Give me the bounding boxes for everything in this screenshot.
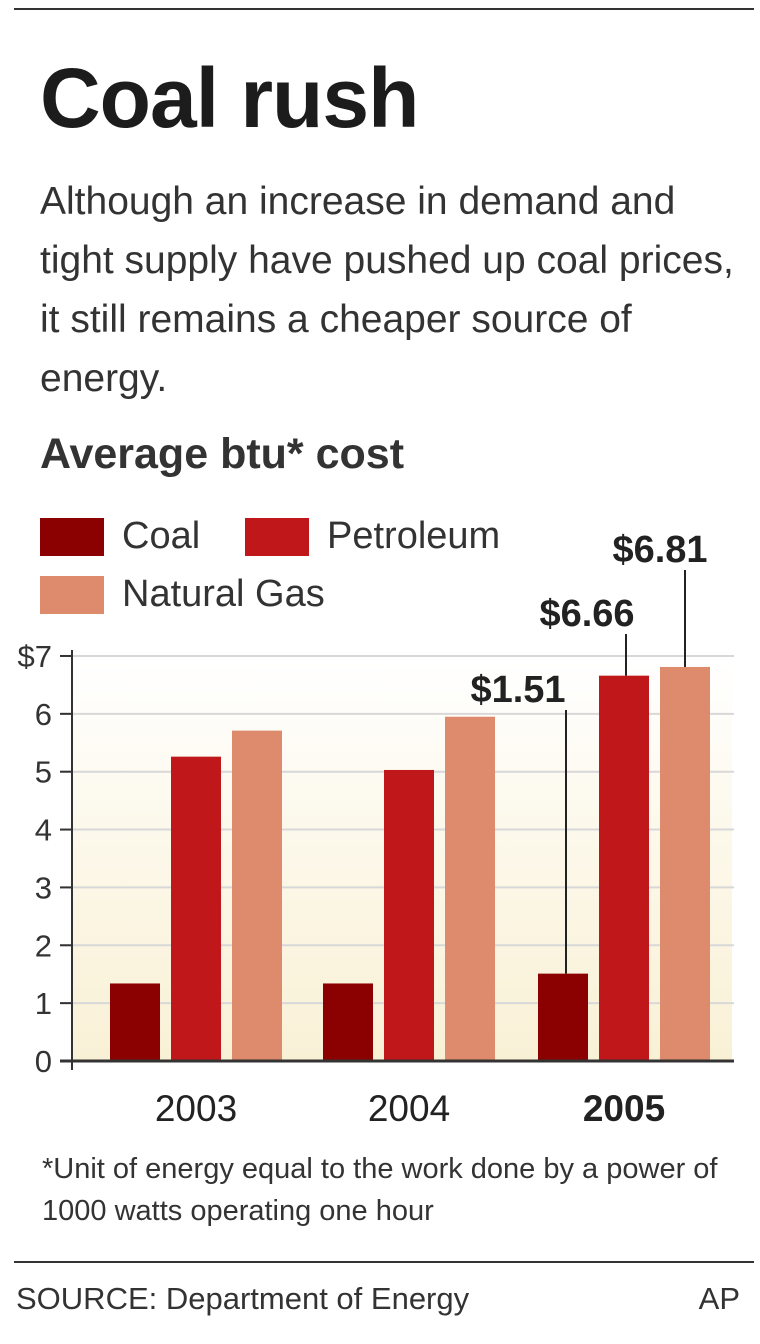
credit-text: AP: [698, 1281, 740, 1316]
bar-natural-gas-2004: [445, 716, 495, 1061]
chart-title: Average btu* cost: [40, 430, 405, 478]
data-label: $6.81: [612, 529, 707, 571]
footnote: *Unit of energy equal to the work done b…: [42, 1153, 718, 1227]
bottom-rule: [14, 1261, 754, 1263]
data-labels: $1.51 $6.66 $6.81: [470, 529, 707, 711]
bar-coal-2003: [110, 983, 160, 1061]
y-tick-label: 6: [35, 697, 52, 732]
legend-label-coal: Coal: [122, 515, 201, 557]
legend-swatch-petroleum: [245, 518, 309, 556]
leader-lines: [565, 570, 686, 974]
bars: [110, 666, 710, 1061]
page-title: Coal rush: [40, 51, 419, 145]
y-tick-label: $7: [18, 639, 52, 674]
top-rule: [14, 8, 754, 10]
y-axis-ticks: 0 1 2 3 4 5 6 $7: [18, 639, 72, 1079]
bar-natural-gas-2003: [232, 730, 282, 1061]
bar-coal-2005: [538, 973, 588, 1061]
bar-coal-2004: [323, 983, 373, 1061]
bar-natural-gas-2005: [660, 666, 710, 1061]
legend-label-natural-gas: Natural Gas: [122, 573, 325, 615]
data-label: $6.66: [539, 593, 634, 635]
intro-text: Although an increase in demand and tight…: [40, 180, 734, 400]
bar-chart: 0 1 2 3 4 5 6 $7 $1.51 $6.66 $6.81 2003 2004 2005: [18, 529, 734, 1129]
x-axis-labels: 2003 2004 2005: [155, 1088, 665, 1129]
y-tick-label: 5: [35, 755, 52, 790]
y-tick-label: 2: [35, 928, 52, 963]
x-tick-label: 2004: [368, 1088, 450, 1129]
bar-petroleum-2005: [599, 675, 649, 1061]
legend-swatch-natural-gas: [40, 576, 104, 614]
x-tick-label: 2005: [583, 1088, 665, 1129]
legend-label-petroleum: Petroleum: [327, 515, 501, 557]
bar-petroleum-2004: [384, 769, 434, 1061]
source-text: SOURCE: Department of Energy: [16, 1281, 470, 1316]
y-tick-label: 3: [35, 870, 52, 905]
y-tick-label: 1: [35, 986, 52, 1021]
y-tick-label: 0: [35, 1044, 52, 1079]
x-tick-label: 2003: [155, 1088, 237, 1129]
y-tick-label: 4: [35, 813, 52, 848]
bar-petroleum-2003: [171, 756, 221, 1061]
data-label: $1.51: [470, 669, 565, 711]
legend-swatch-coal: [40, 518, 104, 556]
